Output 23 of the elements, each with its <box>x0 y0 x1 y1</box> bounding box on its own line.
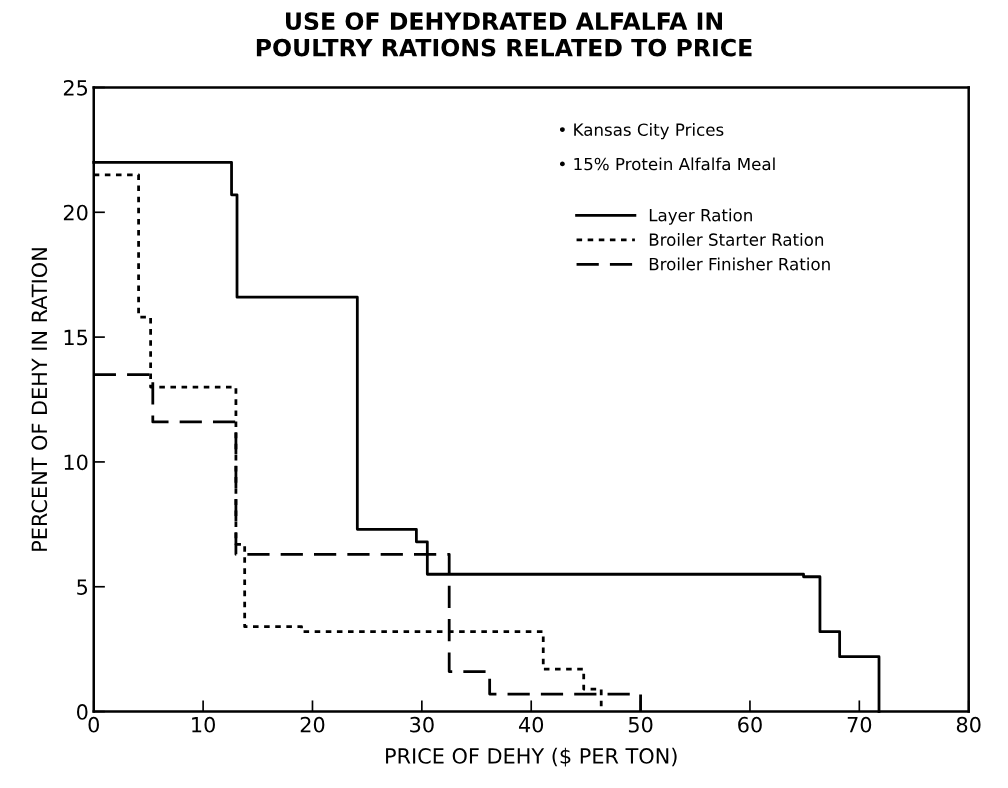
y-tick-label: 15 <box>64 329 88 346</box>
chart-title: USE OF DEHYDRATED ALFALFA IN POULTRY RATIONS RELATED TO PRICE <box>256 12 752 57</box>
x-tick-label: 70 <box>847 716 872 733</box>
legend-label: Layer Ration <box>649 208 752 225</box>
x-tick-label: 30 <box>410 716 434 733</box>
annotation: • Kansas City Prices <box>559 123 724 140</box>
y-axis-title: PERCENT OF DEHY IN RATION <box>31 248 48 551</box>
y-tick-label: 0 <box>77 704 88 720</box>
x-tick-label: 10 <box>192 716 215 733</box>
y-tick-label: 20 <box>63 204 88 221</box>
x-tick-label: 60 <box>738 716 762 733</box>
annotation: • 15% Protein Alfalfa Meal <box>559 157 775 171</box>
y-tick-label: 25 <box>63 79 88 96</box>
x-tick-label: 50 <box>628 716 653 733</box>
legend-label: Broiler Finisher Ration <box>649 257 830 271</box>
y-tick-label: 10 <box>64 454 88 471</box>
legend-label: Broiler Starter Ration <box>649 233 824 246</box>
x-tick-label: 40 <box>518 716 544 733</box>
y-tick-label: 5 <box>77 579 88 595</box>
x-tick-label: 80 <box>956 716 981 733</box>
x-tick-label: 0 <box>88 716 99 733</box>
x-axis-title: PRICE OF DEHY ($ PER TON) <box>386 747 677 767</box>
x-tick-label: 20 <box>300 716 325 733</box>
